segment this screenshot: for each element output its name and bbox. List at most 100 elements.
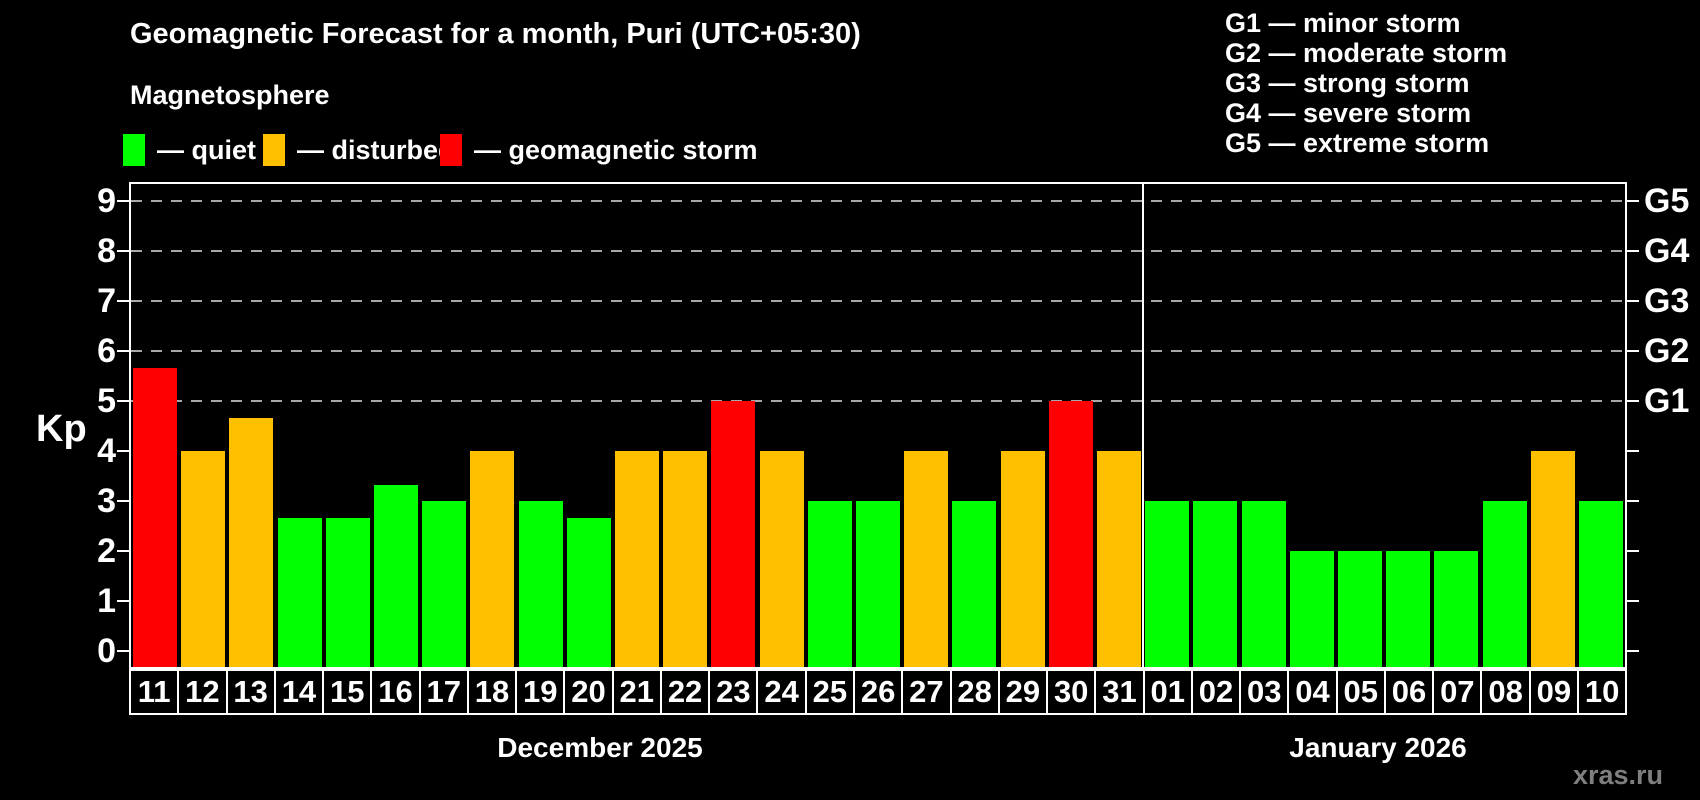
kp-bar-29 xyxy=(1000,451,1045,667)
day-label-26: 26 xyxy=(852,669,904,715)
day-label-16: 16 xyxy=(370,669,421,715)
legend-label-quiet: — quiet xyxy=(157,134,256,165)
kp-tick-label-7: 7 xyxy=(97,282,116,320)
left-tick-8 xyxy=(117,250,129,252)
kp-tick-label-8: 8 xyxy=(97,232,116,270)
day-label-17: 17 xyxy=(418,669,469,715)
day-label-12: 12 xyxy=(177,669,228,715)
day-label-07: 07 xyxy=(1432,669,1483,715)
g-scale-label-g1: G1 xyxy=(1644,382,1690,420)
kp-bar-28 xyxy=(952,501,997,667)
kp-bar-08 xyxy=(1482,501,1527,667)
storm-color-swatch xyxy=(440,134,462,166)
g2-legend-line: G2 — moderate storm xyxy=(1225,38,1508,68)
day-label-18: 18 xyxy=(466,669,518,715)
right-tick-4 xyxy=(1627,450,1639,452)
g1-legend-line: G1 — minor storm xyxy=(1225,8,1461,38)
kp-bar-24 xyxy=(759,451,804,667)
g-scale-label-g3: G3 xyxy=(1644,282,1690,320)
disturbed-color-swatch xyxy=(263,134,285,166)
day-label-03: 03 xyxy=(1239,669,1290,715)
right-tick-1 xyxy=(1627,600,1639,602)
kp-bar-13 xyxy=(229,417,274,667)
legend-item-quiet: — quiet xyxy=(123,133,256,167)
month-label-december: December 2025 xyxy=(497,732,703,763)
day-label-24: 24 xyxy=(756,669,807,715)
gridline-kp7 xyxy=(131,300,1625,302)
legend-item-disturbed: — disturbed xyxy=(263,133,455,167)
right-tick-8 xyxy=(1627,250,1639,252)
magnetosphere-label: Magnetosphere xyxy=(130,80,330,110)
left-tick-3 xyxy=(117,500,129,502)
kp-bar-26 xyxy=(856,501,900,667)
kp-bar-09 xyxy=(1530,451,1575,667)
kp-bar-21 xyxy=(615,451,660,667)
kp-bar-30 xyxy=(1048,401,1093,667)
kp-tick-label-1: 1 xyxy=(97,582,116,620)
kp-bar-25 xyxy=(807,501,852,667)
left-tick-0 xyxy=(117,650,129,652)
kp-tick-label-6: 6 xyxy=(97,332,116,370)
left-tick-7 xyxy=(117,300,129,302)
left-tick-2 xyxy=(117,550,129,552)
g-scale-label-g5: G5 xyxy=(1644,182,1690,220)
g5-legend-line: G5 — extreme storm xyxy=(1225,128,1490,158)
gridline-kp5 xyxy=(131,400,1625,402)
day-label-21: 21 xyxy=(611,669,662,715)
right-tick-3 xyxy=(1627,500,1639,502)
day-label-09: 09 xyxy=(1528,669,1579,715)
left-tick-1 xyxy=(117,600,129,602)
g3-legend-line: G3 — strong storm xyxy=(1225,68,1470,98)
day-label-08: 08 xyxy=(1480,669,1531,715)
kp-tick-label-9: 9 xyxy=(97,182,116,220)
day-label-04: 04 xyxy=(1287,669,1338,715)
kp-tick-label-2: 2 xyxy=(97,532,116,570)
day-label-05: 05 xyxy=(1335,669,1386,715)
day-label-25: 25 xyxy=(804,669,855,715)
kp-bar-23 xyxy=(711,401,756,667)
kp-bar-31 xyxy=(1096,451,1141,667)
legend-label-disturbed: — disturbed xyxy=(297,134,455,165)
kp-bar-17 xyxy=(422,501,467,667)
gridline-kp9 xyxy=(131,200,1625,202)
legend-item-storm: — geomagnetic storm xyxy=(440,133,758,167)
gridline-kp8 xyxy=(131,250,1625,252)
right-tick-9 xyxy=(1627,200,1639,202)
right-tick-2 xyxy=(1627,550,1639,552)
day-label-29: 29 xyxy=(997,669,1049,715)
right-tick-6 xyxy=(1627,350,1639,352)
day-label-31: 31 xyxy=(1094,669,1145,715)
kp-bar-04 xyxy=(1289,551,1334,667)
g-scale-label-g4: G4 xyxy=(1644,232,1690,270)
kp-bar-01 xyxy=(1145,501,1190,667)
kp-bar-12 xyxy=(181,451,226,667)
kp-bar-20 xyxy=(566,517,611,667)
plot-area xyxy=(129,182,1627,669)
day-label-20: 20 xyxy=(563,669,614,715)
kp-bar-05 xyxy=(1337,551,1382,667)
right-tick-0 xyxy=(1627,650,1639,652)
kp-bar-22 xyxy=(663,451,708,667)
quiet-color-swatch xyxy=(123,134,145,166)
day-label-14: 14 xyxy=(273,669,325,715)
kp-bar-16 xyxy=(374,484,419,667)
kp-bar-18 xyxy=(470,451,515,667)
legend-label-storm: — geomagnetic storm xyxy=(474,134,758,165)
g4-legend-line: G4 — severe storm xyxy=(1225,98,1472,128)
day-label-23: 23 xyxy=(708,669,759,715)
storm-scale-legend: G1 — minor storm G2 — moderate storm G3 … xyxy=(1225,8,1507,158)
left-tick-5 xyxy=(117,400,129,402)
kp-bar-06 xyxy=(1386,551,1431,667)
kp-bar-02 xyxy=(1193,501,1238,667)
right-tick-5 xyxy=(1627,400,1639,402)
kp-tick-label-0: 0 xyxy=(97,632,116,670)
kp-bar-11 xyxy=(133,367,178,667)
day-label-10: 10 xyxy=(1576,669,1628,715)
kp-bar-07 xyxy=(1434,551,1479,667)
day-label-22: 22 xyxy=(659,669,711,715)
month-separator xyxy=(1142,184,1145,667)
gridline-kp6 xyxy=(131,350,1625,352)
kp-axis-label: Kp xyxy=(36,408,87,450)
kp-bar-14 xyxy=(277,517,322,667)
